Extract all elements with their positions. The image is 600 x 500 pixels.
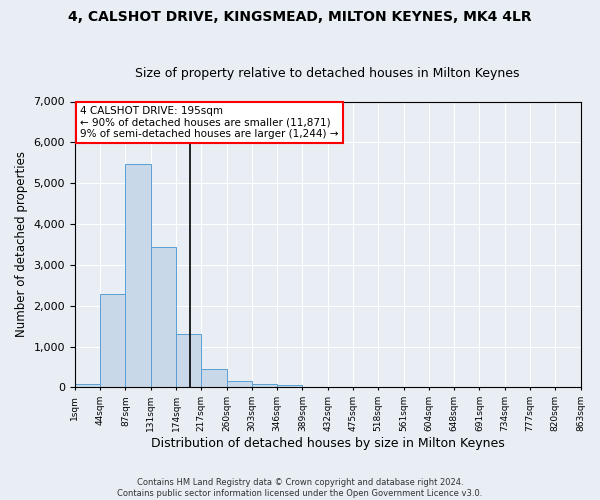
X-axis label: Distribution of detached houses by size in Milton Keynes: Distribution of detached houses by size … bbox=[151, 437, 505, 450]
Bar bbox=[125, 164, 151, 388]
Bar bbox=[202, 368, 227, 388]
Text: Contains HM Land Registry data © Crown copyright and database right 2024.
Contai: Contains HM Land Registry data © Crown c… bbox=[118, 478, 482, 498]
Bar bbox=[100, 294, 125, 388]
Bar bbox=[227, 381, 252, 388]
Title: Size of property relative to detached houses in Milton Keynes: Size of property relative to detached ho… bbox=[136, 66, 520, 80]
Bar bbox=[75, 384, 100, 388]
Bar bbox=[277, 386, 302, 388]
Y-axis label: Number of detached properties: Number of detached properties bbox=[15, 152, 28, 338]
Text: 4 CALSHOT DRIVE: 195sqm
← 90% of detached houses are smaller (11,871)
9% of semi: 4 CALSHOT DRIVE: 195sqm ← 90% of detache… bbox=[80, 106, 338, 139]
Bar bbox=[151, 248, 176, 388]
Bar bbox=[252, 384, 277, 388]
Text: 4, CALSHOT DRIVE, KINGSMEAD, MILTON KEYNES, MK4 4LR: 4, CALSHOT DRIVE, KINGSMEAD, MILTON KEYN… bbox=[68, 10, 532, 24]
Bar bbox=[176, 334, 202, 388]
